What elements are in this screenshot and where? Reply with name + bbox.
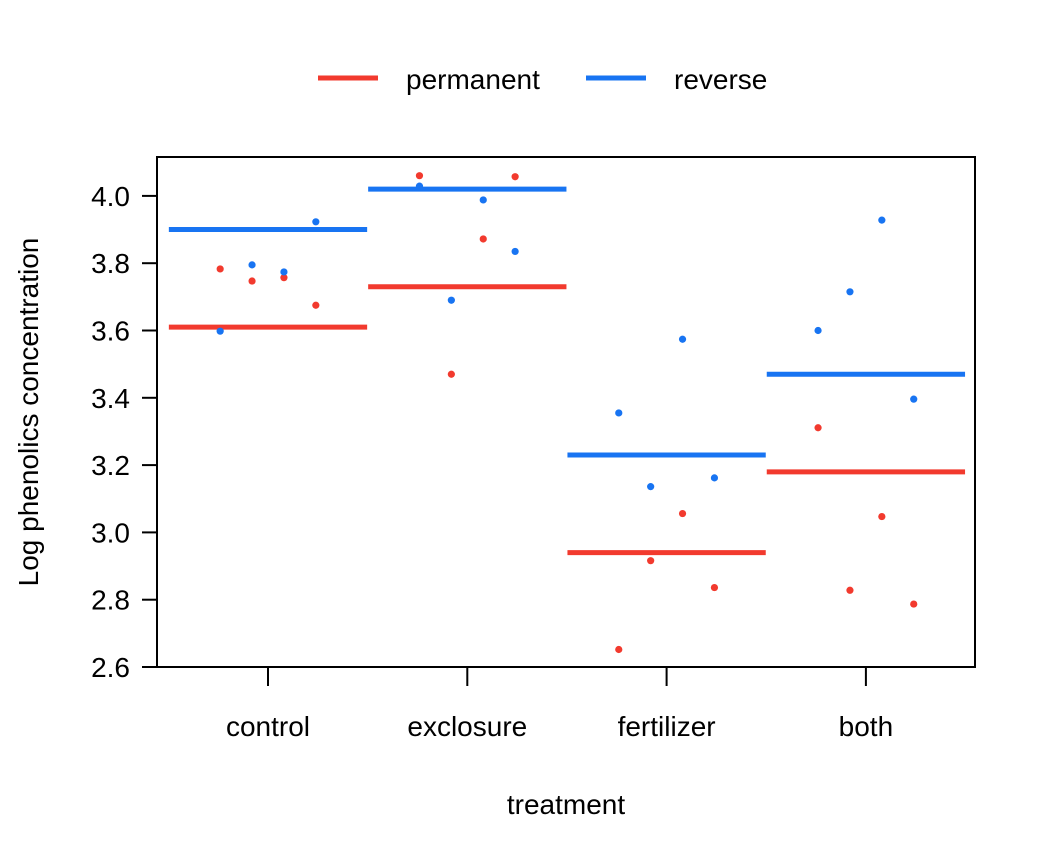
- y-axis-label: Log phenolics concentration: [13, 238, 44, 587]
- point-reverse: [615, 409, 623, 417]
- point-permanent: [615, 645, 623, 654]
- legend-label-reverse: reverse: [674, 64, 767, 95]
- point-reverse: [447, 296, 455, 304]
- x-axis: control exclosure fertilizer both: [226, 667, 893, 742]
- legend-label-permanent: permanent: [406, 64, 540, 95]
- point-permanent: [814, 424, 822, 432]
- point-reverse: [280, 268, 288, 276]
- point-reverse: [678, 335, 687, 343]
- point-permanent: [910, 600, 918, 608]
- point-reverse: [910, 395, 918, 403]
- point-permanent: [846, 586, 854, 594]
- point-permanent: [647, 557, 655, 565]
- point-permanent: [878, 512, 886, 521]
- y-tick-label: 4.0: [91, 181, 130, 212]
- point-permanent: [479, 235, 487, 243]
- point-reverse: [814, 326, 822, 335]
- point-reverse: [878, 216, 886, 224]
- point-reverse: [312, 218, 320, 226]
- point-permanent: [511, 173, 519, 181]
- y-tick-label: 3.6: [91, 316, 130, 347]
- x-tick-label-both: both: [839, 711, 894, 742]
- point-reverse: [710, 474, 719, 482]
- point-permanent: [710, 583, 719, 592]
- y-tick-label: 3.0: [91, 517, 130, 548]
- point-permanent: [678, 509, 687, 518]
- y-tick-label: 3.8: [91, 248, 130, 279]
- point-reverse: [248, 261, 256, 269]
- data-points: [216, 172, 918, 654]
- legend: permanent reverse: [318, 64, 767, 95]
- x-tick-label-control: control: [226, 711, 310, 742]
- point-permanent: [447, 370, 455, 378]
- x-axis-label: treatment: [507, 789, 625, 820]
- point-reverse: [216, 327, 224, 335]
- y-tick-label: 2.8: [91, 585, 130, 616]
- point-permanent: [248, 277, 256, 285]
- x-tick-label-fertilizer: fertilizer: [618, 711, 716, 742]
- point-permanent: [216, 265, 224, 273]
- y-tick-label: 3.2: [91, 450, 130, 481]
- point-reverse: [511, 247, 519, 256]
- y-tick-label: 3.4: [91, 383, 130, 414]
- y-tick-label: 2.6: [91, 652, 130, 683]
- point-reverse: [846, 288, 854, 296]
- point-reverse: [479, 196, 487, 204]
- point-permanent: [415, 172, 424, 180]
- point-reverse: [647, 483, 655, 491]
- point-permanent: [312, 301, 320, 309]
- x-tick-label-exclosure: exclosure: [407, 711, 527, 742]
- point-permanent: [280, 274, 288, 282]
- y-axis: 2.6 2.8 3.0 3.2 3.4 3.6 3.8 4.0: [91, 181, 158, 683]
- mean-lines: [168, 186, 966, 556]
- point-reverse: [415, 182, 424, 190]
